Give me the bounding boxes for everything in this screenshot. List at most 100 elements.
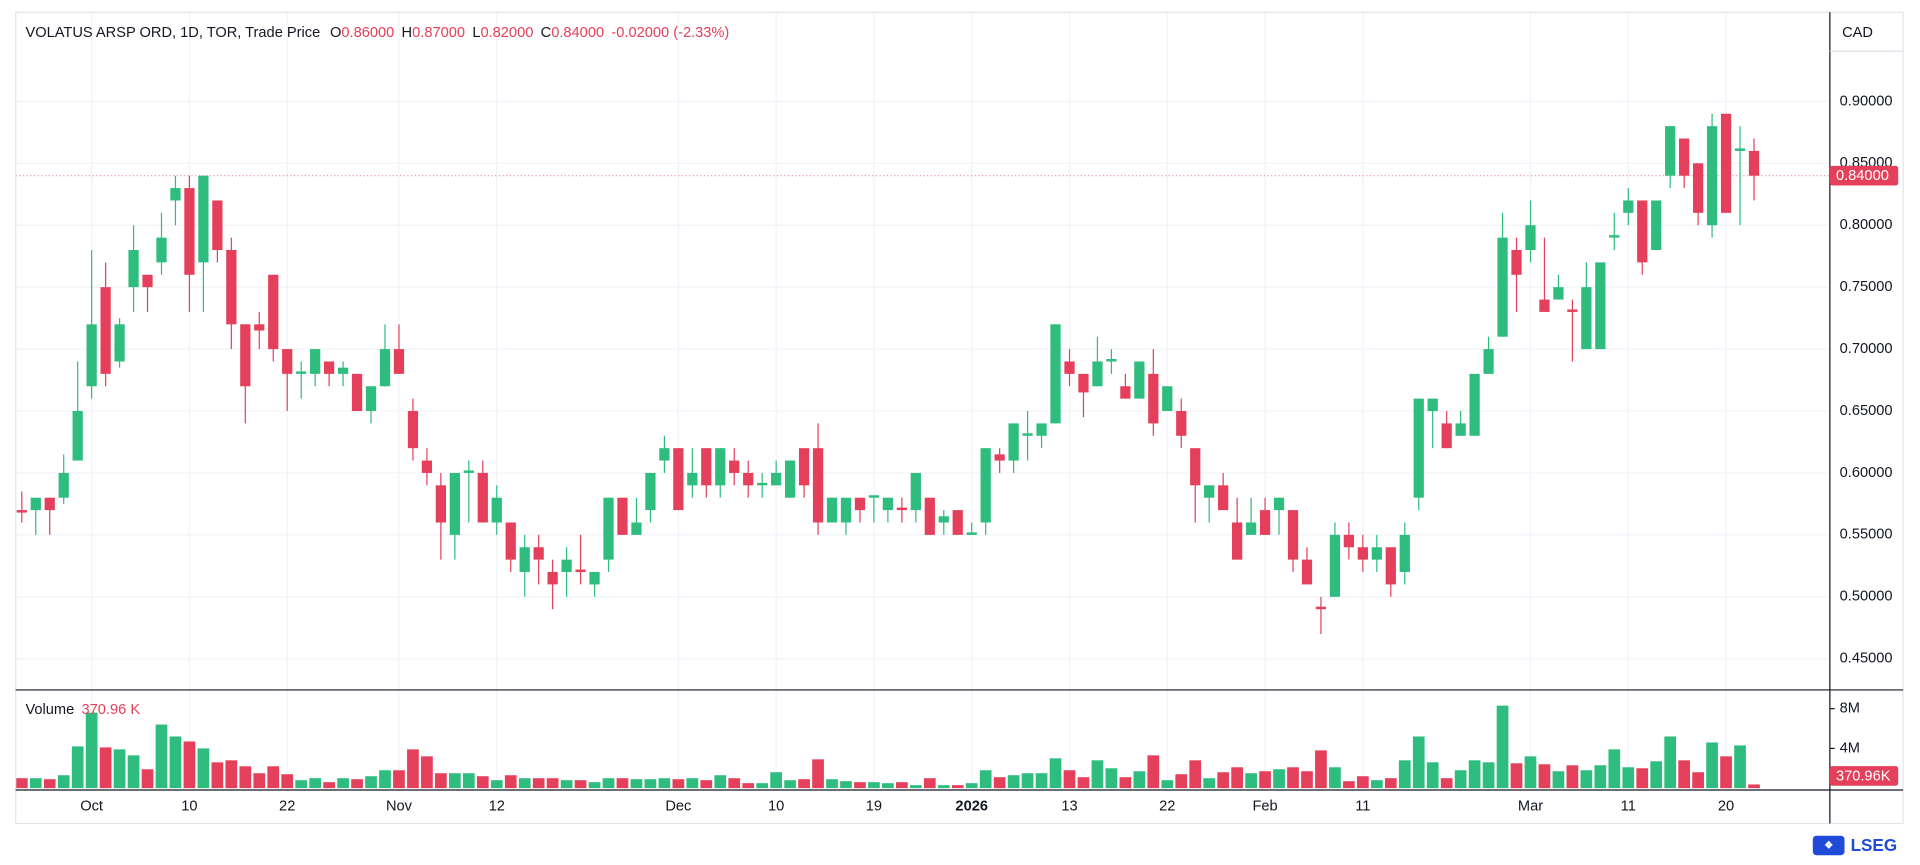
- candle-body[interactable]: [1357, 547, 1368, 560]
- candle-body[interactable]: [1734, 148, 1746, 151]
- candle-body[interactable]: [1553, 287, 1564, 300]
- candle-body[interactable]: [58, 472, 69, 498]
- volume-bar[interactable]: [882, 783, 894, 789]
- volume-bar[interactable]: [993, 777, 1006, 789]
- candle-body[interactable]: [128, 250, 139, 288]
- candle-body[interactable]: [840, 497, 852, 523]
- candle-body[interactable]: [645, 472, 656, 511]
- volume-bar[interactable]: [1706, 742, 1718, 789]
- volume-bar[interactable]: [393, 770, 405, 789]
- candle-body[interactable]: [826, 497, 838, 523]
- volume-bar[interactable]: [1664, 736, 1677, 789]
- volume-bar[interactable]: [840, 781, 852, 789]
- candle-body[interactable]: [952, 510, 963, 535]
- candle-body[interactable]: [1371, 547, 1382, 560]
- candle-body[interactable]: [379, 349, 391, 387]
- candle-body[interactable]: [505, 522, 516, 560]
- volume-bar[interactable]: [476, 776, 489, 789]
- volume-bar[interactable]: [854, 782, 866, 789]
- candle-body[interactable]: [1637, 200, 1648, 263]
- candle-body[interactable]: [812, 448, 824, 523]
- candle-body[interactable]: [351, 373, 363, 412]
- volume-bar[interactable]: [1119, 777, 1132, 789]
- candle-body[interactable]: [757, 482, 768, 486]
- candle-body[interactable]: [435, 485, 447, 523]
- candle-body[interactable]: [1399, 534, 1410, 573]
- candle-body[interactable]: [1106, 358, 1117, 362]
- candle-body[interactable]: [30, 497, 41, 511]
- volume-bar[interactable]: [113, 749, 126, 789]
- volume-bar[interactable]: [1329, 767, 1341, 789]
- volume-bar[interactable]: [1147, 755, 1160, 789]
- volume-bar[interactable]: [365, 776, 377, 789]
- candle-body[interactable]: [1218, 485, 1229, 511]
- candle-body[interactable]: [1609, 235, 1620, 238]
- candle-body[interactable]: [1245, 522, 1257, 535]
- candle-body[interactable]: [980, 448, 991, 523]
- volume-bar[interactable]: [267, 766, 280, 789]
- candle-body[interactable]: [337, 367, 349, 374]
- candle-body[interactable]: [72, 411, 83, 461]
- candle-body[interactable]: [1455, 423, 1466, 436]
- candle-body[interactable]: [449, 472, 460, 535]
- candle-body[interactable]: [268, 274, 279, 350]
- volume-bar[interactable]: [1580, 770, 1593, 789]
- volume-bar[interactable]: [1077, 777, 1090, 789]
- volume-bar[interactable]: [1482, 762, 1495, 789]
- candle-body[interactable]: [966, 532, 977, 535]
- candle-body[interactable]: [156, 237, 167, 263]
- candle-body[interactable]: [603, 497, 614, 560]
- volume-bar[interactable]: [588, 782, 601, 789]
- candle-body[interactable]: [1497, 237, 1508, 337]
- volume-bar[interactable]: [99, 747, 112, 789]
- volume-bar[interactable]: [700, 780, 713, 789]
- volume-bar[interactable]: [1301, 771, 1313, 789]
- candle-body[interactable]: [1623, 200, 1634, 213]
- volume-bar[interactable]: [1594, 765, 1607, 789]
- candle-body[interactable]: [1287, 510, 1299, 560]
- volume-bar[interactable]: [337, 778, 349, 789]
- volume-bar[interactable]: [1259, 771, 1271, 789]
- candle-body[interactable]: [491, 497, 502, 523]
- volume-bar[interactable]: [1356, 776, 1369, 789]
- candle-body[interactable]: [729, 460, 740, 473]
- volume-bar[interactable]: [295, 780, 308, 789]
- candle-body[interactable]: [310, 349, 321, 374]
- volume-bar[interactable]: [896, 782, 908, 789]
- candle-body[interactable]: [1329, 534, 1341, 597]
- candle-body[interactable]: [1315, 606, 1327, 610]
- volume-bar[interactable]: [1370, 780, 1383, 789]
- volume-bar[interactable]: [937, 785, 950, 789]
- volume-bar[interactable]: [1189, 760, 1202, 789]
- candle-body[interactable]: [519, 547, 530, 573]
- candle-body[interactable]: [1148, 373, 1159, 424]
- candle-body[interactable]: [547, 572, 558, 585]
- volume-bar[interactable]: [169, 736, 182, 789]
- volume-bar[interactable]: [1315, 750, 1327, 789]
- candle-body[interactable]: [1120, 386, 1131, 399]
- candle-body[interactable]: [798, 448, 810, 486]
- currency-label[interactable]: CAD: [1842, 25, 1873, 41]
- candle-body[interactable]: [407, 411, 419, 449]
- volume-bar[interactable]: [756, 783, 769, 789]
- volume-bar[interactable]: [1524, 756, 1537, 789]
- candle-body[interactable]: [1301, 559, 1313, 585]
- volume-bar[interactable]: [1398, 760, 1411, 789]
- volume-bar[interactable]: [1510, 763, 1523, 789]
- candle-body[interactable]: [910, 472, 921, 511]
- candle-body[interactable]: [1162, 386, 1173, 412]
- volume-bar[interactable]: [1217, 772, 1230, 789]
- volume-bar[interactable]: [421, 756, 433, 789]
- candle-body[interactable]: [477, 472, 488, 523]
- volume-bar[interactable]: [714, 775, 727, 789]
- volume-bar[interactable]: [616, 778, 629, 789]
- volume-bar[interactable]: [127, 755, 140, 789]
- candle-body[interactable]: [1176, 411, 1187, 436]
- volume-bar[interactable]: [1454, 770, 1467, 789]
- volume-bar[interactable]: [1105, 768, 1118, 789]
- candle-body[interactable]: [282, 349, 293, 374]
- volume-bar[interactable]: [379, 770, 391, 789]
- volume-bar[interactable]: [923, 778, 936, 789]
- candle-body[interactable]: [1483, 349, 1494, 374]
- candle-body[interactable]: [16, 510, 27, 513]
